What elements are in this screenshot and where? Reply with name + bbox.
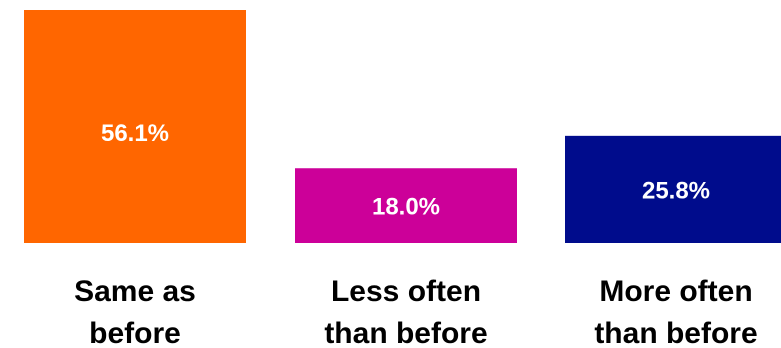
bar-value-label-3: 25.8%: [642, 177, 710, 204]
category-label-1-line-2: before: [89, 317, 181, 348]
bar-2: [295, 168, 517, 243]
category-label-2-line-1: Less often: [331, 275, 481, 308]
bar-3: [565, 135, 781, 243]
bar-value-label-1: 56.1%: [101, 120, 169, 147]
bar-1: [24, 10, 246, 243]
bar-value-label-2: 18.0%: [372, 194, 440, 221]
category-label-2-line-2: than before: [324, 317, 487, 348]
category-label-3-line-2: than before: [594, 317, 757, 348]
category-label-1-line-1: Same as: [74, 275, 196, 308]
category-label-3-line-1: More often: [599, 275, 752, 308]
